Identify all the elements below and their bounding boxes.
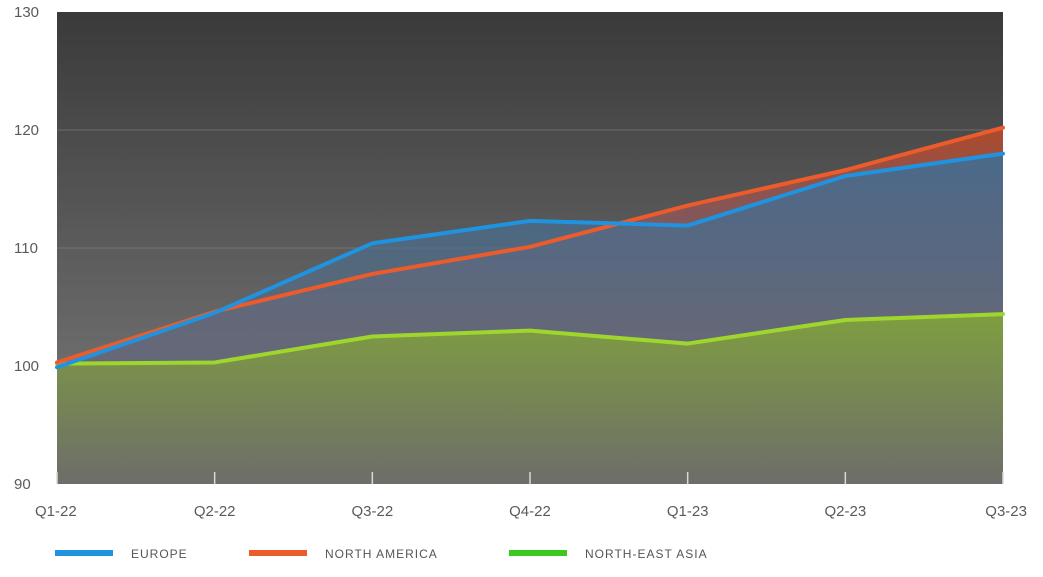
legend-swatch xyxy=(55,550,113,556)
y-tick-label: 110 xyxy=(14,240,38,257)
legend-swatch xyxy=(509,550,567,556)
y-tick-label: 100 xyxy=(14,358,39,375)
axis-layer: 90 100 110 120 130 Q1-22 Q2-22 Q3-22 Q4-22 Q1-23 Q… xyxy=(14,4,1027,520)
area-layer xyxy=(57,127,1003,484)
x-tick-label: Q1-23 xyxy=(667,503,709,520)
legend-label: EUROPE xyxy=(131,547,188,561)
x-tick-label: Q2-22 xyxy=(194,503,236,520)
x-tick-label: Q3-22 xyxy=(351,503,393,520)
y-tick-label: 90 xyxy=(14,476,31,493)
legend-label: NORTH AMERICA xyxy=(325,547,438,561)
legend: EUROPE NORTH AMERICA NORTH-EAST ASIA xyxy=(55,547,708,561)
x-tick-label: Q4-22 xyxy=(509,503,551,520)
line-layer xyxy=(55,125,1005,370)
x-tick-label: Q3-23 xyxy=(985,503,1027,520)
x-tick-label: Q1-22 xyxy=(35,503,77,520)
legend-label: NORTH-EAST ASIA xyxy=(585,547,708,561)
legend-swatch xyxy=(249,550,307,556)
area-north-east-asia xyxy=(57,314,1003,484)
x-tick-label: Q2-23 xyxy=(824,503,866,520)
y-tick-label: 130 xyxy=(14,4,39,21)
y-tick-label: 120 xyxy=(14,122,39,139)
